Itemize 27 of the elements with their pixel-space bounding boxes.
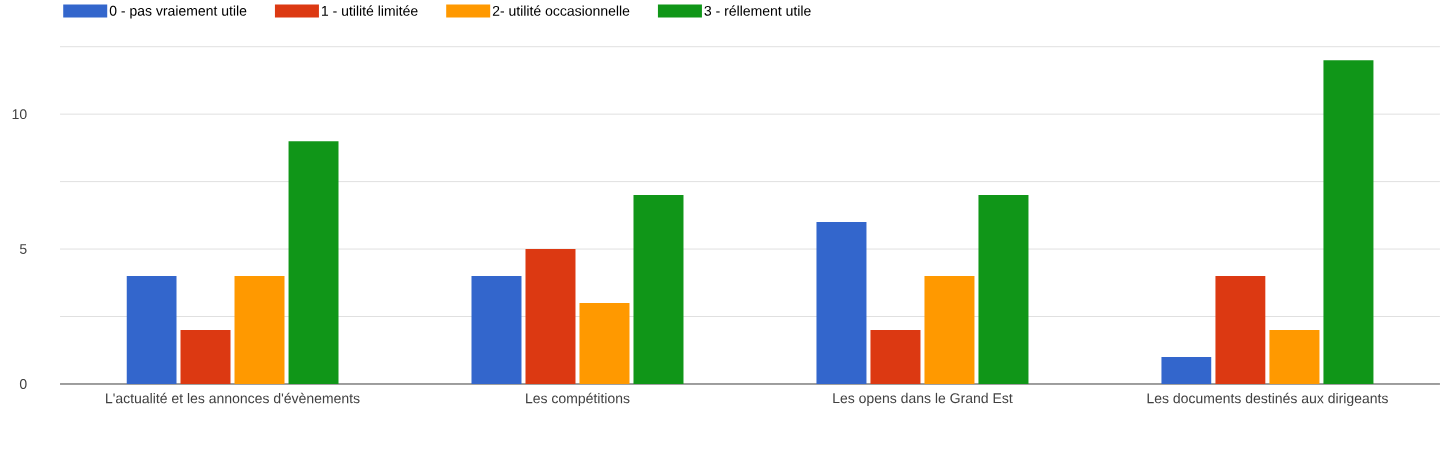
y-tick-label: 10 — [12, 109, 27, 120]
bar — [1269, 330, 1320, 384]
bar — [924, 276, 975, 384]
bar — [126, 276, 177, 384]
bar — [978, 195, 1029, 384]
y-tick-label: 0 — [19, 379, 27, 389]
bar — [870, 330, 921, 384]
legend-label: 3 - réllement utile — [704, 5, 811, 16]
bar — [1323, 60, 1374, 384]
bar — [471, 276, 522, 384]
x-tick-label: Les documents destinés aux dirigeants — [1147, 392, 1388, 407]
bar — [579, 303, 630, 384]
legend-label: 0 - pas vraiement utile — [109, 5, 247, 19]
legend-label: 2- utilité occasionnelle — [492, 5, 630, 16]
legend-label: 1 - utilité limitée — [322, 5, 418, 16]
bar — [1215, 276, 1266, 384]
bar — [234, 276, 285, 384]
y-tick-label: 5 — [19, 244, 27, 254]
bar — [816, 222, 867, 384]
x-tick-label: Les compétitions — [526, 392, 630, 407]
bar — [180, 330, 231, 384]
x-tick-label: Les opens dans le Grand Est — [833, 392, 1013, 406]
bar — [288, 141, 339, 384]
bar — [633, 195, 684, 384]
bar — [1161, 357, 1212, 384]
bar — [525, 249, 576, 384]
x-tick-label: L'actualité et les annonces d'évènements — [106, 392, 360, 404]
